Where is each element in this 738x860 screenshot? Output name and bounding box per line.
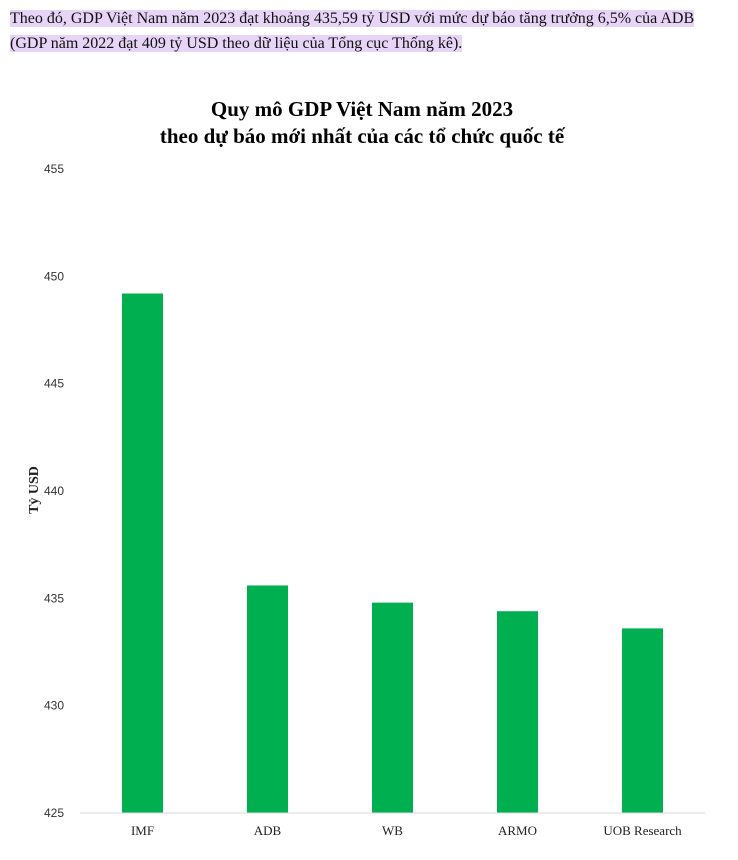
x-category-labels: IMF ADB WB ARMO UOB Research [131, 823, 682, 838]
bars [122, 293, 663, 813]
y-tick-label: 455 [44, 162, 64, 176]
x-tick-label: UOB Research [603, 823, 682, 838]
y-tick-label: 425 [44, 806, 64, 820]
bar-adb [247, 585, 288, 813]
x-tick-label: ADB [254, 823, 282, 838]
y-tick-label: 440 [44, 484, 64, 498]
bar-uob-research [622, 628, 663, 813]
chart-title: Quy mô GDP Việt Nam năm 2023 [211, 97, 513, 121]
bar-imf [122, 293, 163, 813]
y-tick-label: 435 [44, 591, 64, 605]
y-tick-labels: 425 430 435 440 445 450 455 [44, 162, 64, 820]
x-tick-label: IMF [131, 823, 154, 838]
intro-paragraph: Theo đó, GDP Việt Nam năm 2023 đạt khoản… [10, 6, 710, 56]
y-tick-label: 445 [44, 377, 64, 391]
x-tick-label: WB [382, 823, 403, 838]
bar-wb [372, 602, 413, 813]
y-tick-label: 430 [44, 699, 64, 713]
y-tick-label: 450 [44, 269, 64, 283]
bar-armo [497, 611, 538, 813]
chart-subtitle: theo dự báo mới nhất của các tổ chức quố… [160, 124, 566, 148]
x-tick-label: ARMO [498, 823, 537, 838]
y-axis-title: Tỷ USD [27, 466, 42, 514]
